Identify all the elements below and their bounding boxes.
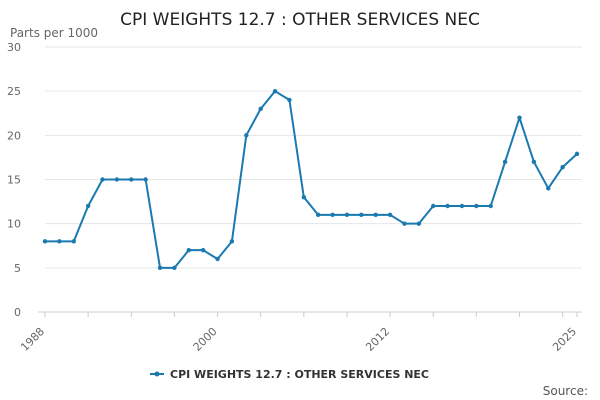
data-point[interactable] — [200, 247, 206, 253]
data-point[interactable] — [373, 212, 378, 218]
data-point[interactable] — [186, 247, 191, 253]
data-point[interactable] — [143, 177, 148, 182]
legend[interactable]: CPI WEIGHTS 12.7 : OTHER SERVICES NEC — [150, 368, 429, 381]
data-point[interactable] — [517, 115, 522, 120]
data-point[interactable] — [445, 203, 450, 209]
y-axis-ticks: 0 5 10 15 20 25 30 — [7, 41, 21, 319]
data-point[interactable] — [431, 203, 436, 209]
y-tick-label: 20 — [7, 129, 21, 142]
data-point[interactable] — [114, 177, 120, 182]
y-tick-label: 5 — [14, 262, 21, 275]
x-tick-label: 2025 — [550, 325, 579, 354]
data-point[interactable] — [172, 265, 177, 271]
data-point[interactable] — [315, 212, 321, 218]
x-tick-label: 1988 — [18, 325, 47, 354]
data-point[interactable] — [502, 159, 508, 165]
data-point[interactable] — [258, 106, 263, 112]
data-point[interactable] — [244, 133, 249, 138]
data-point[interactable] — [344, 212, 350, 218]
data-point[interactable] — [215, 256, 220, 262]
data-point[interactable] — [71, 239, 76, 244]
y-tick-label: 0 — [14, 306, 21, 319]
data-point[interactable] — [229, 239, 235, 244]
data-point[interactable] — [560, 164, 565, 170]
data-point[interactable] — [387, 212, 393, 218]
legend-label: CPI WEIGHTS 12.7 : OTHER SERVICES NEC — [170, 368, 429, 381]
data-point[interactable] — [157, 265, 163, 271]
chart-title: CPI WEIGHTS 12.7 : OTHER SERVICES NEC — [120, 10, 480, 30]
data-point[interactable] — [42, 239, 48, 244]
y-tick-label: 30 — [7, 41, 21, 54]
data-point[interactable] — [416, 221, 422, 226]
data-point[interactable] — [574, 151, 580, 157]
data-point[interactable] — [57, 239, 62, 244]
data-point[interactable] — [85, 203, 91, 209]
legend-marker-icon — [154, 371, 160, 377]
y-tick-label: 15 — [7, 174, 21, 187]
data-point[interactable] — [100, 177, 105, 182]
data-point[interactable] — [330, 212, 335, 218]
data-point[interactable] — [287, 97, 292, 103]
data-point[interactable] — [402, 221, 407, 226]
data-point[interactable] — [459, 203, 465, 209]
x-tick-label: 2012 — [363, 325, 392, 354]
data-point[interactable] — [359, 212, 364, 218]
y-tick-label: 25 — [7, 85, 21, 98]
data-point[interactable] — [531, 159, 537, 165]
data-point[interactable] — [301, 194, 307, 200]
y-tick-label: 10 — [7, 218, 21, 231]
x-axis: 1988 2000 2012 2025 — [18, 311, 582, 354]
source-label: Source: — [543, 384, 588, 398]
data-point[interactable] — [474, 203, 479, 209]
y-axis-label: Parts per 1000 — [10, 26, 98, 40]
data-point[interactable] — [488, 203, 493, 209]
series-line — [45, 90, 578, 269]
data-point[interactable] — [129, 177, 134, 182]
x-tick-label: 2000 — [191, 325, 220, 354]
data-point[interactable] — [272, 88, 278, 94]
series-layer — [42, 88, 580, 271]
data-point[interactable] — [546, 186, 551, 191]
